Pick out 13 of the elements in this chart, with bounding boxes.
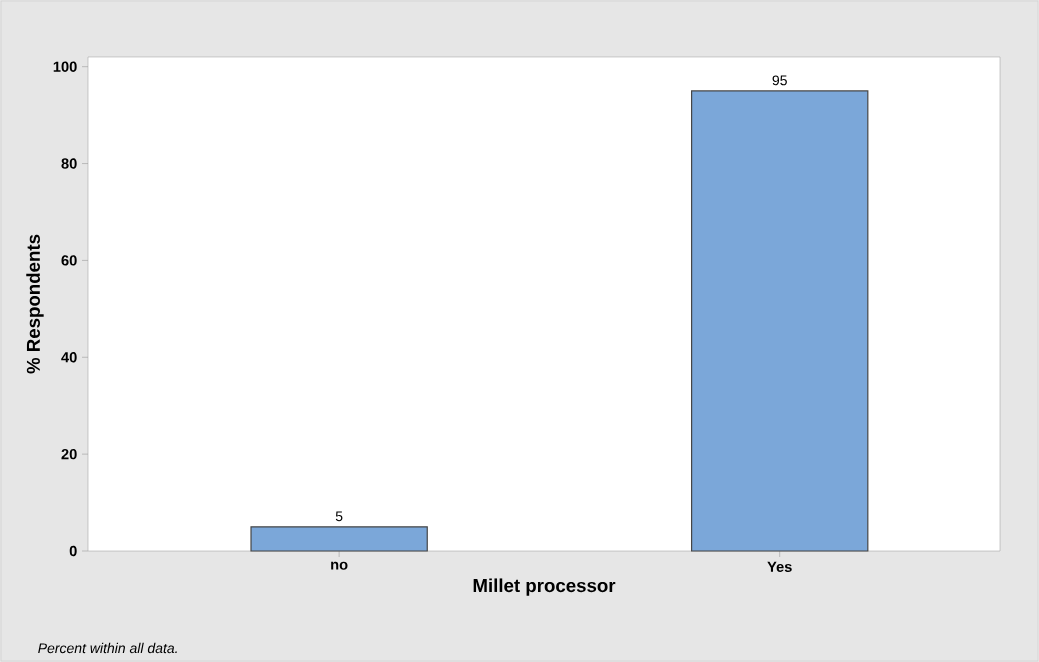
y-tick-label: 60 <box>61 255 77 266</box>
text: Percent within all data. <box>38 642 177 654</box>
x-axis-title: Millet processor <box>473 578 616 596</box>
y-tick-label: 80 <box>61 158 77 169</box>
data-label: 5 <box>335 511 343 522</box>
x-tick-label: Yes <box>767 561 792 572</box>
y-tick-label: 20 <box>61 448 77 460</box>
data-label: 95 <box>772 75 787 86</box>
y-axis-title: % Respondents <box>26 234 44 374</box>
y-tick-label: 100 <box>53 61 77 72</box>
x-tick-label: no <box>331 561 348 570</box>
y-tick-label: 40 <box>61 352 77 363</box>
y-tick-label: 0 <box>69 545 77 557</box>
